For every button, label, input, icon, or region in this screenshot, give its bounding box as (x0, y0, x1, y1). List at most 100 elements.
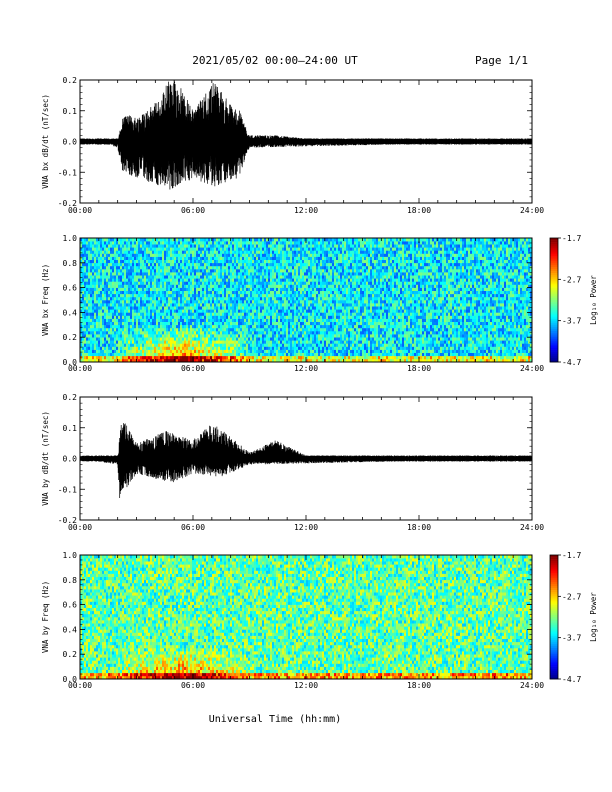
heatmap-cell (250, 303, 252, 306)
heatmap-cell (284, 260, 286, 263)
heatmap-cell (226, 312, 228, 315)
heatmap-cell (254, 337, 256, 340)
heatmap-cell (136, 343, 138, 346)
heatmap-cell (178, 238, 180, 241)
heatmap-cell (228, 328, 230, 331)
heatmap-cell (302, 331, 304, 334)
heatmap-cell (218, 294, 220, 297)
heatmap-cell (192, 285, 194, 288)
heatmap-cell (276, 238, 278, 241)
heatmap-cell (218, 275, 220, 278)
heatmap-cell (232, 347, 234, 350)
heatmap-cell (190, 322, 192, 325)
heatmap-cell (84, 238, 86, 241)
heatmap-cell (292, 272, 294, 275)
heatmap-cell (272, 340, 274, 343)
heatmap-cell (316, 247, 318, 250)
heatmap-cell (170, 275, 172, 278)
heatmap-cell (236, 281, 238, 284)
heatmap-cell (232, 331, 234, 334)
heatmap-cell (184, 272, 186, 275)
heatmap-cell (314, 238, 316, 241)
heatmap-cell (86, 250, 88, 253)
heatmap-cell (106, 328, 108, 331)
heatmap-cell (156, 331, 158, 334)
heatmap-cell (318, 250, 320, 253)
heatmap-cell (248, 266, 250, 269)
heatmap-cell (132, 331, 134, 334)
heatmap-cell (106, 331, 108, 334)
heatmap-cell (88, 291, 90, 294)
heatmap-cell (290, 254, 292, 257)
heatmap-cell (252, 297, 254, 300)
heatmap-cell (132, 272, 134, 275)
heatmap-cell (168, 312, 170, 315)
heatmap-cell (314, 257, 316, 260)
y-tick-label: 0.1 (63, 107, 78, 116)
heatmap-cell (176, 325, 178, 328)
heatmap-cell (118, 325, 120, 328)
heatmap-cell (306, 269, 308, 272)
heatmap-cell (262, 238, 264, 241)
heatmap-cell (322, 322, 324, 325)
heatmap-cell (308, 297, 310, 300)
heatmap-cell (192, 309, 194, 312)
heatmap-cell (152, 278, 154, 281)
heatmap-cell (178, 303, 180, 306)
heatmap-cell (266, 263, 268, 266)
heatmap-cell (184, 257, 186, 260)
heatmap-cell (292, 288, 294, 291)
heatmap-cell (318, 257, 320, 260)
heatmap-cell (250, 316, 252, 319)
heatmap-cell (236, 309, 238, 312)
heatmap-cell (226, 238, 228, 241)
heatmap-cell (144, 350, 146, 353)
heatmap-cell (150, 294, 152, 297)
heatmap-cell (166, 306, 168, 309)
heatmap-cell (188, 266, 190, 269)
heatmap-cell (288, 350, 290, 353)
heatmap-cell (114, 325, 116, 328)
heatmap-cell (214, 244, 216, 247)
heatmap-cell (86, 238, 88, 241)
heatmap-cell (114, 331, 116, 334)
heatmap-cell (172, 278, 174, 281)
heatmap-cell (284, 312, 286, 315)
heatmap-cell (300, 281, 302, 284)
heatmap-cell (120, 266, 122, 269)
heatmap-cell (188, 300, 190, 303)
heatmap-cell (248, 247, 250, 250)
heatmap-cell (252, 288, 254, 291)
heatmap-cell (284, 250, 286, 253)
heatmap-cell (312, 257, 314, 260)
heatmap-cell (152, 316, 154, 319)
heatmap-cell (228, 294, 230, 297)
heatmap-cell (116, 294, 118, 297)
y-tick-label: -0.2 (58, 199, 77, 208)
heatmap-cell (94, 278, 96, 281)
heatmap-cell (304, 353, 306, 356)
heatmap-cell (272, 331, 274, 334)
heatmap-cell (184, 309, 186, 312)
heatmap-cell (130, 356, 132, 359)
heatmap-cell (264, 260, 266, 263)
heatmap-cell (220, 269, 222, 272)
heatmap-cell (250, 297, 252, 300)
heatmap-cell (164, 241, 166, 244)
heatmap-cell (318, 294, 320, 297)
heatmap-cell (200, 340, 202, 343)
heatmap-cell (268, 319, 270, 322)
heatmap-cell (316, 353, 318, 356)
heatmap-cell (138, 334, 140, 337)
heatmap-cell (144, 306, 146, 309)
heatmap-cell (318, 328, 320, 331)
heatmap-cell (290, 250, 292, 253)
heatmap-cell (256, 269, 258, 272)
heatmap-cell (256, 340, 258, 343)
heatmap-cell (178, 343, 180, 346)
heatmap-cell (280, 278, 282, 281)
heatmap-cell (106, 340, 108, 343)
heatmap-cell (152, 281, 154, 284)
heatmap-cell (310, 309, 312, 312)
heatmap-cell (172, 300, 174, 303)
